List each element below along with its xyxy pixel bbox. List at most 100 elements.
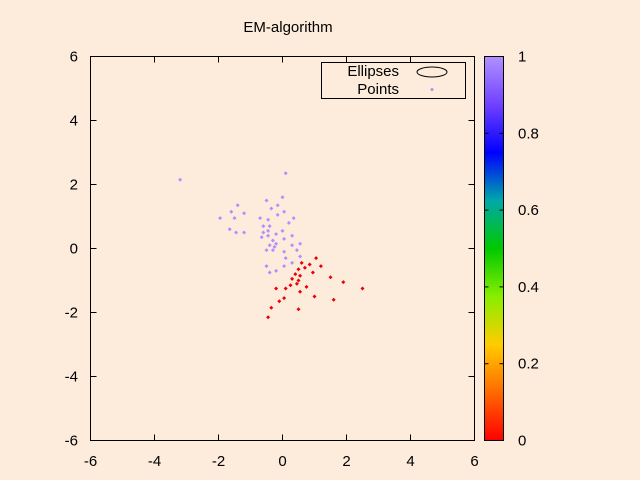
x-tick-label: -2 — [212, 453, 225, 470]
colorbar-tick-label: 0.2 — [518, 356, 539, 373]
scatter-point — [290, 260, 295, 265]
colorbar-tick-label: 0.6 — [518, 202, 539, 219]
scatter-point — [304, 284, 309, 289]
scatter-point — [283, 256, 288, 261]
scatter-point — [282, 236, 287, 241]
scatter-point — [291, 216, 296, 221]
scatter-point — [293, 272, 298, 277]
x-tick-label: 6 — [470, 453, 478, 470]
legend-box — [321, 62, 466, 99]
scatter-point — [258, 216, 263, 221]
scatter-point — [264, 248, 269, 253]
scatter-point — [314, 256, 319, 261]
scatter-point — [269, 305, 274, 310]
colorbar-ticks: 0 0.2 0.4 0.6 0.8 1 — [484, 49, 539, 450]
x-tick-label: -6 — [84, 453, 97, 470]
scatter-point — [298, 289, 303, 294]
scatter-point — [270, 248, 275, 253]
legend: Ellipses Points — [321, 62, 466, 99]
scatter-point — [310, 270, 315, 275]
scatter-point — [294, 248, 299, 253]
scatter-point — [283, 286, 288, 291]
scatter-point — [282, 249, 287, 254]
x-tick-label: 4 — [406, 453, 414, 470]
scatter-point — [242, 230, 247, 235]
scatter-point — [266, 315, 271, 320]
scatter-point — [234, 230, 239, 235]
y-tick-label: -2 — [65, 305, 78, 322]
scatter-point — [266, 233, 271, 238]
scatter-point — [302, 265, 307, 270]
colorbar-gradient — [485, 57, 503, 440]
colorbar: 0 0.2 0.4 0.6 0.8 1 — [484, 49, 539, 450]
colorbar-tick-label: 0.8 — [518, 125, 539, 142]
y-tick-label: 6 — [70, 49, 78, 66]
scatter-point — [282, 264, 287, 269]
scatter-point — [264, 264, 269, 269]
x-tick-label: -4 — [148, 453, 161, 470]
scatter-point — [235, 203, 240, 208]
x-tick-label: 0 — [278, 453, 286, 470]
legend-label-points: Points — [357, 81, 399, 98]
scatter-point — [267, 243, 272, 248]
scatter-point — [299, 260, 304, 265]
scatter-point — [270, 238, 275, 243]
scatter-point — [280, 195, 285, 200]
scatter-point — [307, 262, 312, 267]
colorbar-frame — [484, 56, 504, 441]
chart-title: EM-algorithm — [243, 19, 332, 36]
scatter-point — [266, 217, 271, 222]
scatter-point — [274, 232, 279, 237]
scatter-point — [296, 278, 301, 283]
scatter-point — [264, 198, 269, 203]
scatter-point — [280, 228, 285, 233]
scatter-point — [275, 203, 280, 208]
scatter-point — [282, 296, 287, 301]
scatter-point — [277, 299, 282, 304]
scatter-point — [242, 211, 247, 216]
scatter-point — [261, 230, 266, 235]
y-tick-label: 4 — [70, 113, 78, 130]
legend-point-icon — [430, 87, 434, 92]
scatter-point — [296, 267, 301, 272]
y-tick-label: -6 — [65, 433, 78, 450]
legend-ellipse-icon — [416, 66, 448, 78]
scatter-point — [298, 254, 303, 259]
scatter-point — [294, 281, 299, 286]
x-tick-label: 2 — [342, 453, 350, 470]
scatter-point — [275, 212, 280, 217]
y-tick-label: 0 — [70, 241, 78, 258]
scatter-point — [274, 241, 279, 246]
scatter-point — [274, 286, 279, 291]
scatter-point — [341, 280, 346, 285]
scatter-point — [331, 297, 336, 302]
scatter-point — [267, 224, 272, 229]
scatter-point — [290, 233, 295, 238]
scatter-point — [298, 273, 303, 278]
colorbar-tick-label: 0 — [518, 433, 526, 450]
scatter-point — [227, 227, 232, 232]
scatter-point — [218, 216, 223, 221]
scatter-point — [290, 276, 295, 281]
scatter-point — [296, 307, 301, 312]
scatter-point — [312, 294, 317, 299]
colorbar-tick-label: 1 — [518, 49, 526, 66]
scatter-point — [282, 209, 287, 214]
scatter-point — [232, 216, 237, 221]
colorbar-tick-label: 0.4 — [518, 279, 539, 296]
scatter-point — [269, 206, 274, 211]
points-layer — [178, 171, 365, 320]
scatter-point — [286, 220, 291, 225]
scatter-point — [360, 286, 365, 291]
scatter-point — [288, 283, 293, 288]
scatter-point — [259, 235, 264, 240]
scatter-point — [266, 228, 271, 233]
scatter-point — [328, 275, 333, 280]
scatter-point — [178, 177, 183, 182]
scatter-point — [272, 244, 277, 249]
scatter-point — [229, 209, 234, 214]
scatter-point — [261, 224, 266, 229]
scatter-point — [318, 264, 323, 269]
scatter-point — [283, 171, 288, 176]
